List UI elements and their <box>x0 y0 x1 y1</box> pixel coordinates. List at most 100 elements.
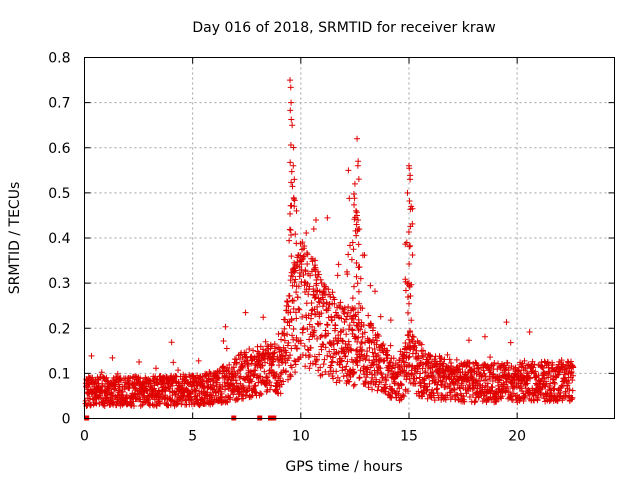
data-point <box>289 332 296 339</box>
data-point <box>404 294 411 301</box>
data-point <box>318 346 325 353</box>
data-point <box>277 390 284 397</box>
data-point <box>240 384 247 391</box>
data-point <box>390 355 397 362</box>
data-point <box>441 372 448 379</box>
data-point <box>387 342 394 349</box>
data-point <box>278 348 285 355</box>
data-point <box>286 322 293 329</box>
tick-labels: 0 5 10 15 20 0 0.1 0.2 0.3 0.4 0.5 0.6 0.7 0.8 <box>48 51 526 445</box>
data-point <box>288 345 295 352</box>
data-point <box>419 347 426 354</box>
data-point <box>269 368 276 375</box>
data-point <box>406 300 413 307</box>
data-point <box>408 317 415 324</box>
data-point <box>324 321 331 328</box>
data-point <box>279 359 286 366</box>
data-point <box>261 368 268 375</box>
data-point <box>328 317 335 324</box>
data-point <box>292 276 299 283</box>
data-point <box>398 381 405 388</box>
data-point <box>287 84 294 91</box>
data-point <box>275 331 282 338</box>
data-point <box>369 349 376 356</box>
data-point <box>568 396 575 403</box>
data-point <box>377 313 384 320</box>
data-point <box>415 388 422 395</box>
data-point <box>299 313 306 320</box>
data-point <box>290 162 297 169</box>
data-point <box>405 332 412 339</box>
data-point <box>357 275 364 282</box>
data-point <box>344 309 351 316</box>
data-point <box>556 369 563 376</box>
data-point <box>287 352 294 359</box>
data-point <box>403 363 410 370</box>
data-point <box>96 383 103 390</box>
data-point <box>453 356 460 363</box>
data-point <box>339 337 346 344</box>
data-point <box>434 390 441 397</box>
y-axis-label: SRMTID / TECUs <box>7 182 23 295</box>
data-point <box>136 359 143 366</box>
data-point <box>338 315 345 322</box>
x-tick-label: 10 <box>292 429 310 445</box>
data-point <box>358 348 365 355</box>
data-point <box>524 380 531 387</box>
data-point <box>401 359 408 366</box>
data-point <box>400 352 407 359</box>
data-point <box>223 398 230 405</box>
data-point <box>418 341 425 348</box>
data-point <box>348 256 355 263</box>
data-point <box>396 385 403 392</box>
data-point <box>570 364 577 371</box>
data-point <box>293 262 300 269</box>
data-point <box>482 376 489 383</box>
data-point <box>328 362 335 369</box>
plot-frame <box>84 57 615 419</box>
data-point <box>456 366 463 373</box>
data-point <box>288 364 295 371</box>
data-point <box>266 379 273 386</box>
data-point <box>317 276 324 283</box>
data-point <box>409 333 416 340</box>
data-point <box>289 273 296 280</box>
data-point <box>87 402 94 409</box>
data-point <box>521 357 528 364</box>
data-point <box>282 352 289 359</box>
data-point <box>422 368 429 375</box>
data-point <box>308 299 315 306</box>
data-point <box>291 176 298 183</box>
data-point <box>223 345 230 352</box>
data-point <box>351 305 358 312</box>
data-point <box>137 403 144 410</box>
data-point <box>294 345 301 352</box>
data-point <box>342 353 349 360</box>
data-point <box>365 384 372 391</box>
data-point <box>232 377 239 384</box>
data-point <box>292 267 299 274</box>
data-point <box>290 144 297 151</box>
data-point <box>303 229 310 236</box>
data-point <box>346 378 353 385</box>
data-point <box>549 361 556 368</box>
axis-ticks <box>84 57 615 419</box>
data-point <box>466 359 473 366</box>
data-point <box>458 382 465 389</box>
data-point <box>403 349 410 356</box>
y-tick-label: 0.7 <box>48 96 70 112</box>
data-point <box>322 327 329 334</box>
data-point <box>444 351 451 358</box>
data-point <box>285 355 292 362</box>
data-point <box>291 203 298 210</box>
data-point <box>520 397 527 404</box>
data-point <box>88 352 95 359</box>
data-point <box>110 399 117 406</box>
data-point <box>315 271 322 278</box>
data-point <box>216 384 223 391</box>
data-point <box>526 329 533 336</box>
data-point <box>368 321 375 328</box>
data-point <box>402 287 409 294</box>
data-point <box>304 260 311 267</box>
data-point <box>407 242 414 249</box>
